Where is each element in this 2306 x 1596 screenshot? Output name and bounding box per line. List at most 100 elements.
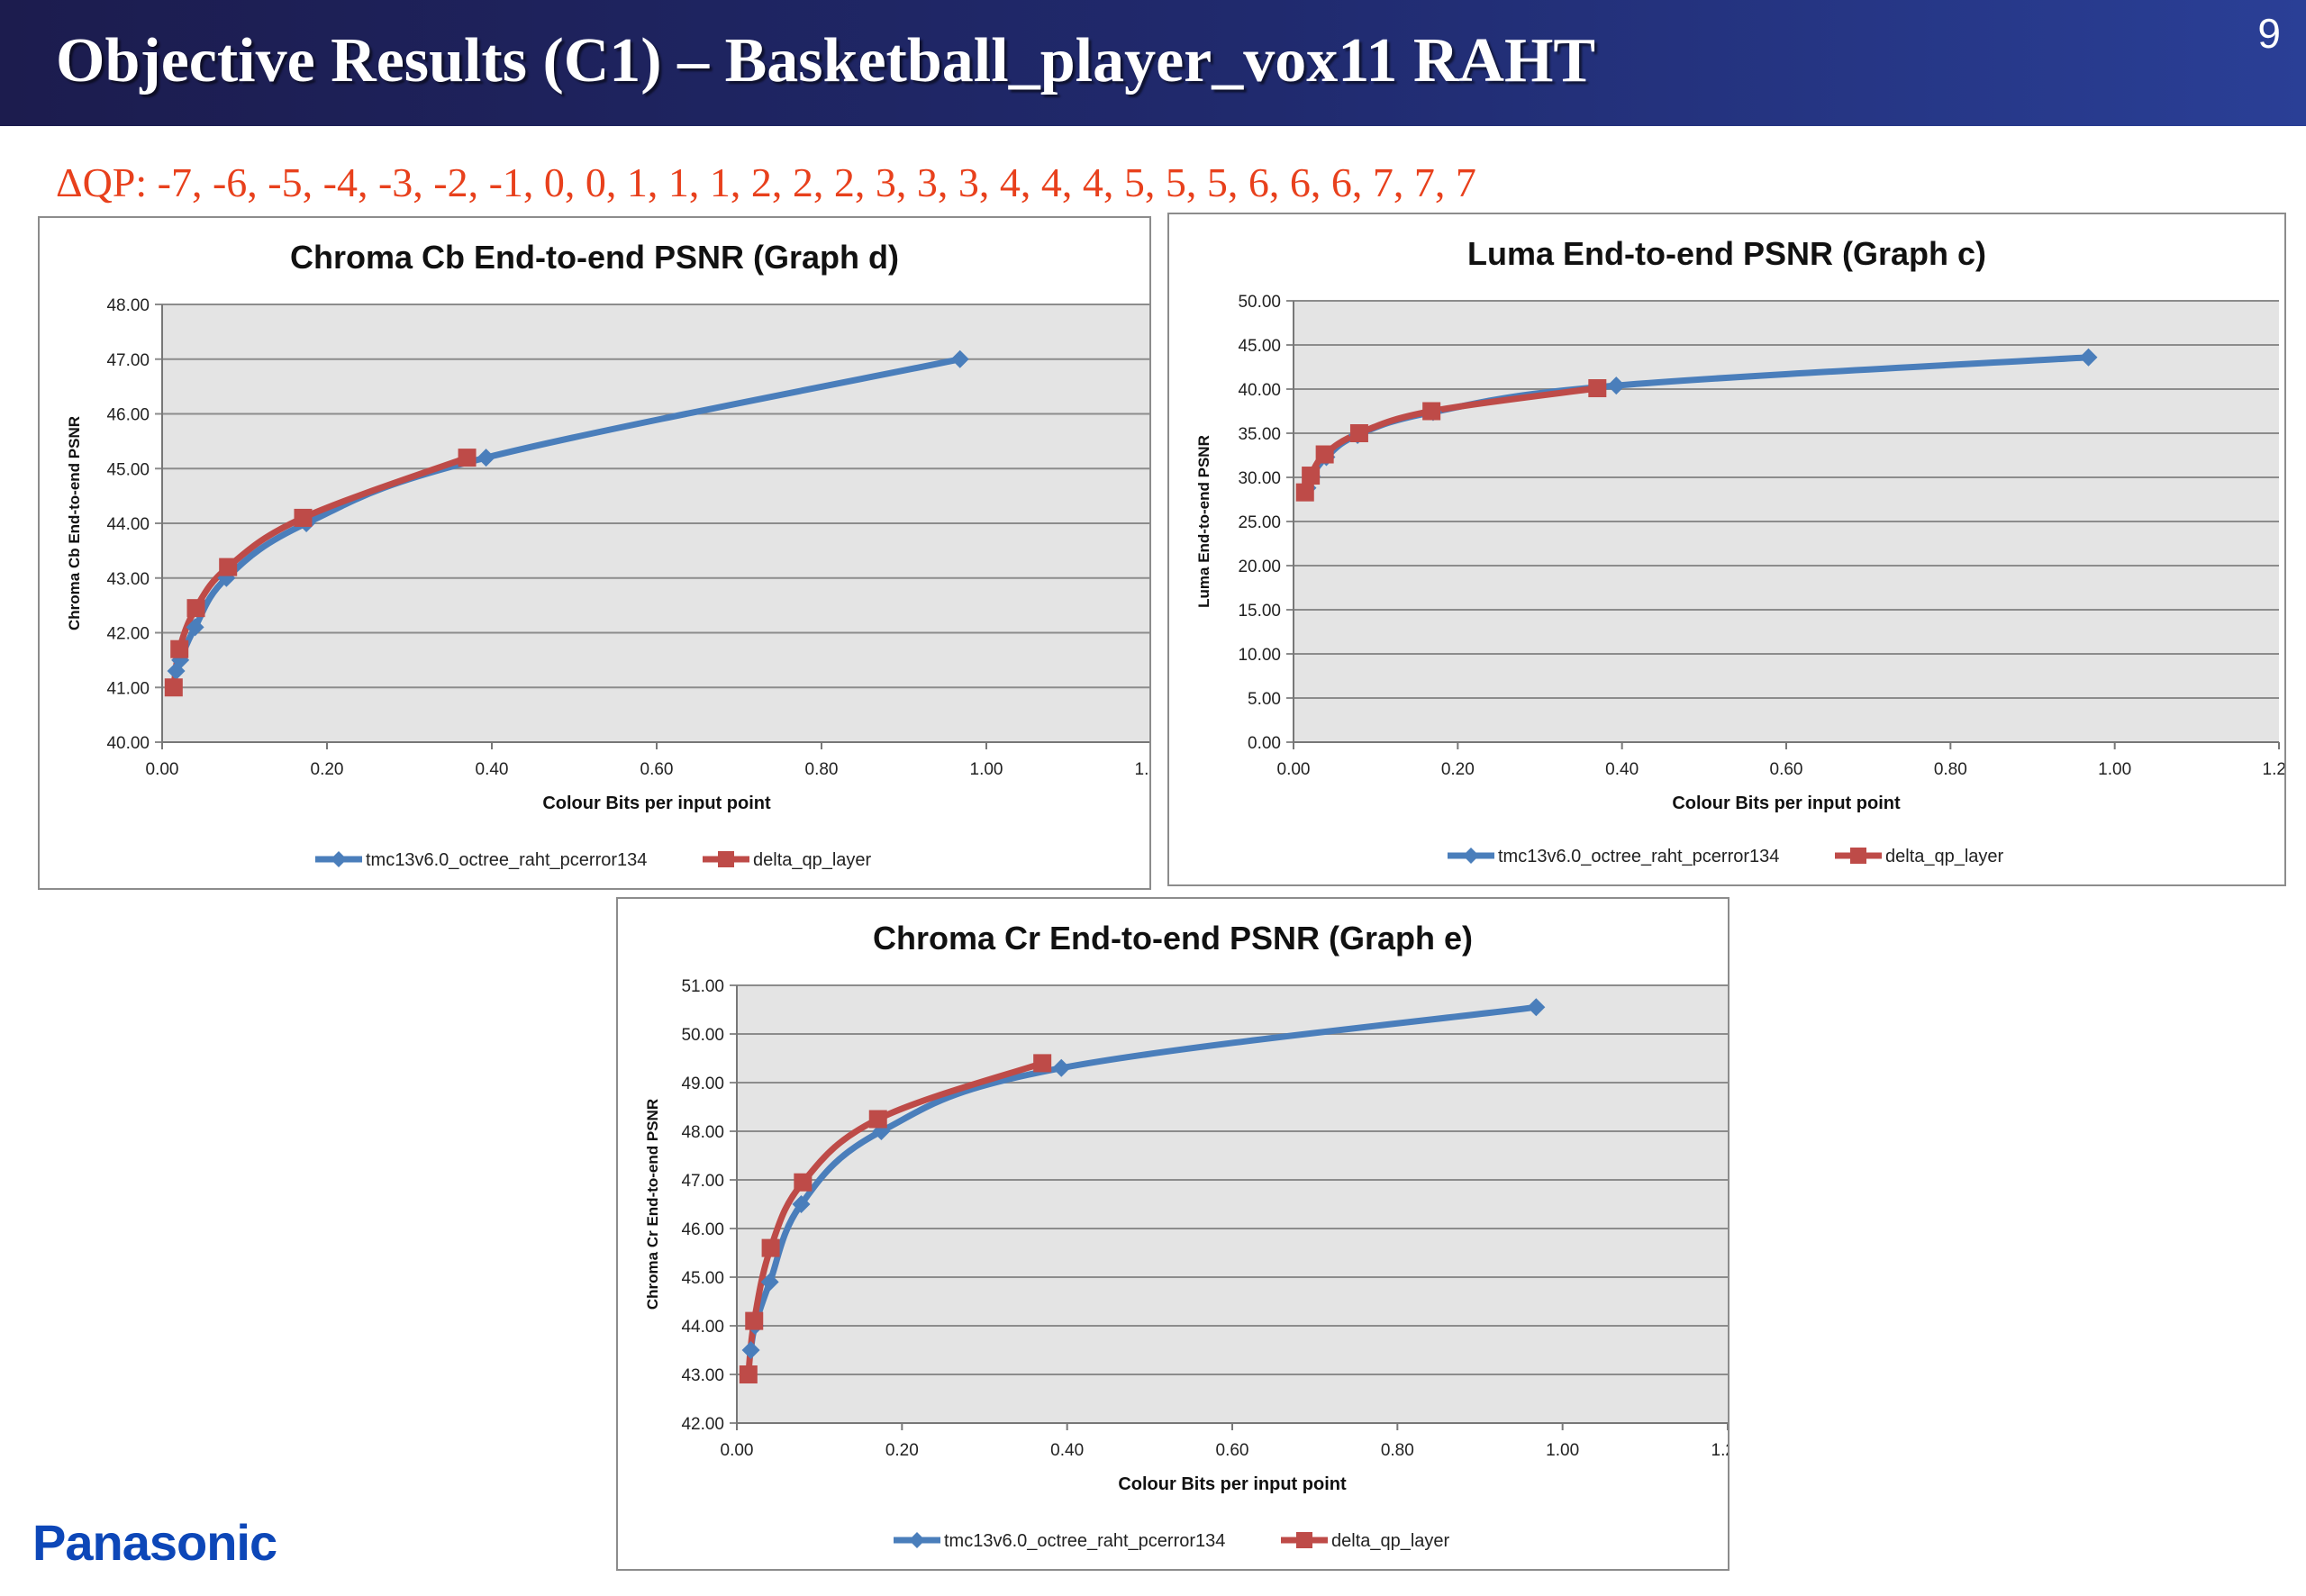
data-point-diamond <box>760 1273 779 1292</box>
x-tick-label: 0.20 <box>885 1441 919 1460</box>
y-tick-label: 30.00 <box>1238 469 1281 488</box>
data-point-diamond <box>186 618 204 637</box>
y-tick-label: 43.00 <box>681 1366 724 1385</box>
data-point-square <box>761 1238 780 1257</box>
y-tick-label: 42.00 <box>106 625 150 644</box>
x-tick-label: 0.80 <box>1934 760 1967 779</box>
legend-label: tmc13v6.0_octree_raht_pcerror134 <box>1498 847 1779 866</box>
chart-title: Chroma Cr End-to-end PSNR (Graph e) <box>873 920 1473 957</box>
y-tick-label: 10.00 <box>1238 646 1281 665</box>
data-point-square <box>1588 379 1607 398</box>
chart-title: Chroma Cb End-to-end PSNR (Graph d) <box>290 239 899 276</box>
y-axis-label: Chroma Cr End-to-end PSNR <box>644 1099 661 1310</box>
x-tick-label: 1.00 <box>2098 760 2131 779</box>
y-tick-label: 44.00 <box>681 1318 724 1337</box>
data-point-diamond <box>1607 376 1626 395</box>
data-point-square <box>868 1110 887 1129</box>
x-tick-label: 1.20 <box>1711 1441 1728 1460</box>
chart-luma: Luma End-to-end PSNR (Graph c) 0.00 5.00 10… <box>1195 235 2284 866</box>
data-point-square <box>1349 424 1368 442</box>
y-tick-label: 0.00 <box>1248 734 1281 753</box>
legend-label: tmc13v6.0_octree_raht_pcerror134 <box>366 850 647 870</box>
y-tick-label: 50.00 <box>681 1026 724 1045</box>
y-tick-label: 42.00 <box>681 1415 724 1434</box>
data-point-square <box>458 449 477 467</box>
x-tick-label: 0.60 <box>640 760 674 779</box>
y-tick-label: 15.00 <box>1238 602 1281 621</box>
chart-panel-chroma-cr: Chroma Cr End-to-end PSNR (Graph e) 42.00… <box>616 897 1730 1571</box>
y-tick-label: 35.00 <box>1238 425 1281 444</box>
legend-label: delta_qp_layer <box>1331 1531 1450 1551</box>
x-tick-label: 0.40 <box>1605 760 1639 779</box>
y-tick-label: 47.00 <box>681 1172 724 1191</box>
data-point-diamond <box>792 1195 811 1213</box>
x-tick-label: 0.40 <box>1050 1441 1084 1460</box>
y-tick-label: 45.00 <box>681 1269 724 1288</box>
data-point-square <box>1422 402 1441 421</box>
x-tick-label: 0.00 <box>1277 760 1311 779</box>
y-tick-label: 48.00 <box>106 296 150 315</box>
x-tick-label: 0.60 <box>1770 760 1803 779</box>
data-point-square <box>170 639 189 658</box>
y-axis-label: Chroma Cb End-to-end PSNR <box>66 416 83 630</box>
y-tick-label: 49.00 <box>681 1075 724 1093</box>
data-point-square <box>1295 483 1314 502</box>
panasonic-logo: Panasonic <box>32 1514 277 1571</box>
data-point-diamond <box>2079 348 2098 367</box>
legend-label: tmc13v6.0_octree_raht_pcerror134 <box>944 1531 1225 1551</box>
data-point-square <box>186 599 205 618</box>
y-tick-label: 46.00 <box>681 1220 724 1239</box>
data-point-square <box>1302 467 1321 485</box>
slide-title: Objective Results (C1) – Basketball_play… <box>56 26 1596 95</box>
x-tick-label: 1.20 <box>2263 760 2284 779</box>
y-tick-label: 40.00 <box>1238 381 1281 400</box>
y-tick-label: 45.00 <box>1238 337 1281 356</box>
y-tick-label: 5.00 <box>1248 690 1281 709</box>
legend-marker-diamond <box>331 851 347 867</box>
data-point-square <box>739 1365 758 1383</box>
delta-qp-list: ΔQP: -7, -6, -5, -4, -3, -2, -1, 0, 0, 1… <box>56 159 1476 205</box>
y-tick-label: 46.00 <box>106 406 150 425</box>
y-tick-label: 50.00 <box>1238 293 1281 312</box>
data-point-diamond <box>477 449 495 467</box>
data-point-diamond <box>1052 1058 1071 1077</box>
y-tick-label: 41.00 <box>106 679 150 698</box>
y-tick-label: 48.00 <box>681 1123 724 1142</box>
legend-marker-square <box>1296 1532 1312 1548</box>
y-tick-label: 44.00 <box>106 515 150 534</box>
data-point-square <box>794 1173 813 1192</box>
data-point-square <box>164 678 183 697</box>
legend-marker-diamond <box>909 1532 925 1548</box>
x-tick-label: 0.00 <box>146 760 179 779</box>
x-tick-label: 0.80 <box>805 760 839 779</box>
x-tick-label: 0.60 <box>1216 1441 1249 1460</box>
x-tick-label: 0.80 <box>1381 1441 1414 1460</box>
legend-marker-diamond <box>1463 848 1479 864</box>
y-tick-label: 43.00 <box>106 570 150 589</box>
chart-panel-luma: Luma End-to-end PSNR (Graph c) 0.00 5.00 10… <box>1167 213 2286 886</box>
y-tick-label: 40.00 <box>106 734 150 753</box>
x-tick-label: 0.00 <box>721 1441 754 1460</box>
x-axis-label: Colour Bits per input point <box>542 793 771 813</box>
x-tick-label: 0.40 <box>476 760 509 779</box>
page-number: 9 <box>2257 10 2281 57</box>
x-axis-label: Colour Bits per input point <box>1118 1474 1347 1494</box>
y-tick-label: 25.00 <box>1238 513 1281 532</box>
y-tick-label: 45.00 <box>106 460 150 479</box>
x-axis-label: Colour Bits per input point <box>1672 793 1901 813</box>
legend-label: delta_qp_layer <box>1885 847 2004 866</box>
y-tick-label: 51.00 <box>681 977 724 996</box>
x-tick-label: 0.20 <box>311 760 344 779</box>
chart-chroma-cr: Chroma Cr End-to-end PSNR (Graph e) 42.00… <box>644 920 1728 1551</box>
y-tick-label: 20.00 <box>1238 558 1281 576</box>
x-tick-label: 0.20 <box>1441 760 1475 779</box>
data-point-square <box>1315 445 1334 464</box>
chart-panel-chroma-cb: Chroma Cb End-to-end PSNR (Graph d) 40.00… <box>38 216 1151 890</box>
chart-title: Luma End-to-end PSNR (Graph c) <box>1467 235 1986 272</box>
chart-chroma-cb: Chroma Cb End-to-end PSNR (Graph d) 40.00… <box>66 239 1149 870</box>
legend-marker-square <box>1850 848 1866 864</box>
legend-label: delta_qp_layer <box>753 850 872 870</box>
y-axis-label: Luma End-to-end PSNR <box>1195 435 1212 608</box>
x-tick-label: 1.00 <box>1546 1441 1579 1460</box>
x-tick-label: 1.00 <box>970 760 1003 779</box>
